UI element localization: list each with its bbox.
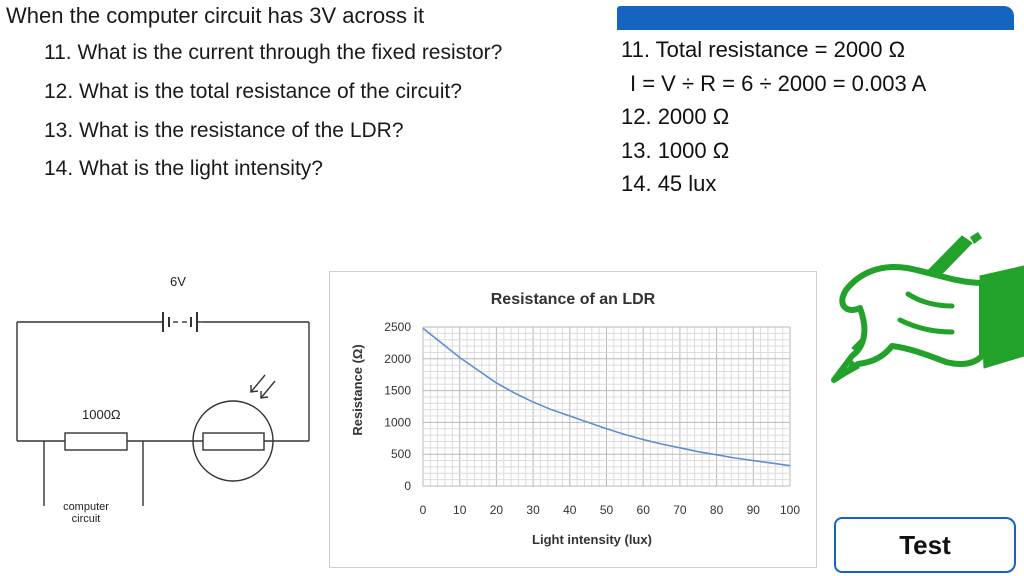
resistor-label: 1000Ω <box>82 407 121 422</box>
answer-12: 12. 2000 Ω <box>621 104 730 129</box>
chart-y-tick-label: 2000 <box>384 352 411 366</box>
question-12: 12. What is the total resistance of the … <box>44 80 462 103</box>
chart-x-label: Light intensity (lux) <box>532 532 652 547</box>
chart-x-tick-label: 40 <box>563 503 577 517</box>
battery-symbol <box>162 312 203 332</box>
question-11: 11. What is the current through the fixe… <box>44 41 503 64</box>
fixed-resistor <box>64 432 128 451</box>
answer-13: 13. 1000 Ω <box>621 138 730 163</box>
chart-x-tick-label: 30 <box>526 503 540 517</box>
sleeve-cuff <box>979 265 1024 369</box>
test-badge: Test <box>834 517 1016 573</box>
answer-11: 11. Total resistance = 2000 Ω <box>621 37 906 62</box>
question-13: 13. What is the resistance of the LDR? <box>44 119 404 142</box>
chart-series-line <box>422 327 791 467</box>
chart-x-tick-label: 100 <box>780 503 800 517</box>
computer-label-line2: circuit <box>72 513 101 525</box>
chart-y-tick-label: 500 <box>391 447 411 461</box>
ldr-chart-frame: 0 500 1000 1500 2000 2500 0 10 20 30 40 50 60 70 80 90 1… <box>329 271 817 568</box>
ldr-resistor <box>202 432 265 451</box>
answer-11-calculation: I = V ÷ R = 6 ÷ 2000 = 0.003 A <box>630 71 927 96</box>
chart-x-tick-label: 0 <box>420 503 427 517</box>
computer-label-line1: computer <box>63 501 109 513</box>
chart-x-tick-label: 10 <box>453 503 467 517</box>
ldr-circle <box>192 400 274 482</box>
chart-x-tick-label: 60 <box>637 503 651 517</box>
chart-title: Resistance of an LDR <box>491 291 656 308</box>
test-label: Test <box>899 529 951 560</box>
question-14: 14. What is the light intensity? <box>44 157 323 180</box>
chart-x-tick-label: 80 <box>710 503 724 517</box>
chart-y-label: Resistance (Ω) <box>350 344 365 435</box>
slide-title: When the computer circuit has 3V across … <box>6 3 425 28</box>
chart-y-tick-label: 1000 <box>384 415 411 429</box>
ldr-chart: 0 500 1000 1500 2000 2500 0 10 20 30 40 50 60 70 80 90 1… <box>350 291 800 547</box>
chart-y-tick-label: 1500 <box>384 384 411 398</box>
chart-x-tick-label: 90 <box>747 503 761 517</box>
pen-tip <box>842 360 860 378</box>
battery-label: 6V <box>170 274 186 289</box>
circuit-diagram: 6V 1000Ω computer circuit <box>16 274 310 525</box>
answer-14: 14. 45 lux <box>621 171 717 196</box>
chart-y-tick-label: 2500 <box>384 320 411 334</box>
chart-y-tick-label: 0 <box>404 479 411 493</box>
chart-x-tick-label: 70 <box>673 503 687 517</box>
chart-x-tick-label: 20 <box>490 503 504 517</box>
answer-header-bar <box>617 6 1014 30</box>
light-arrows <box>250 374 276 399</box>
hand-writing-icon <box>831 232 1024 383</box>
chart-x-tick-label: 50 <box>600 503 614 517</box>
